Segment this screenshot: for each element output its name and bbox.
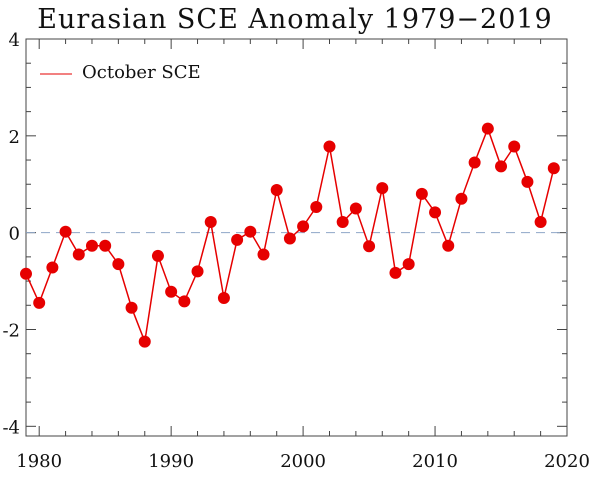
y-tick-label: 0	[9, 224, 20, 245]
x-axis: 1980 1990 2000 2010 2020	[16, 39, 590, 472]
data-point	[270, 184, 283, 197]
data-point	[85, 239, 98, 252]
data-point	[442, 239, 455, 252]
data-point	[495, 160, 508, 173]
data-point	[165, 285, 178, 298]
data-point	[415, 187, 428, 200]
y-tick-label: 2	[9, 127, 20, 148]
data-point	[376, 182, 389, 195]
x-tick-label: 2000	[280, 451, 326, 472]
data-point	[521, 175, 534, 188]
data-point	[99, 239, 112, 252]
data-point	[336, 216, 349, 229]
data-point	[112, 258, 125, 271]
data-point	[547, 162, 560, 175]
y-tick-label: -4	[2, 417, 20, 438]
data-point	[297, 220, 310, 233]
data-point	[125, 301, 138, 314]
data-point	[402, 258, 415, 271]
x-tick-label: 2020	[544, 451, 590, 472]
y-axis: -4 -2 0 2 4	[2, 30, 567, 438]
data-point	[310, 200, 323, 213]
x-tick-label: 1980	[16, 451, 62, 472]
data-point	[389, 266, 402, 279]
data-point	[178, 295, 191, 308]
data-point	[481, 122, 494, 135]
plot-frame	[25, 38, 568, 437]
x-tick-label: 1990	[148, 451, 194, 472]
x-tick-label: 2010	[412, 451, 458, 472]
data-point	[20, 267, 32, 280]
y-tick-label: -2	[2, 320, 20, 341]
legend: October SCE	[40, 62, 201, 83]
series-points-october-sce	[20, 122, 560, 348]
data-point	[468, 156, 481, 169]
data-point	[534, 216, 547, 229]
data-point	[283, 232, 296, 245]
data-point	[455, 192, 468, 205]
data-point	[231, 233, 244, 246]
data-point	[138, 335, 151, 348]
data-point	[349, 202, 362, 215]
data-point	[508, 140, 521, 153]
data-point	[59, 225, 72, 238]
data-point	[151, 249, 164, 262]
data-point	[72, 248, 85, 261]
data-point	[429, 206, 442, 219]
data-point	[323, 140, 336, 153]
data-point	[191, 265, 204, 278]
data-point	[244, 225, 257, 238]
data-point	[363, 240, 376, 253]
data-point	[257, 248, 270, 261]
chart-title: Eurasian SCE Anomaly 1979−2019	[37, 4, 552, 35]
y-tick-label: 4	[9, 30, 20, 51]
data-point	[204, 216, 217, 229]
data-point	[46, 261, 59, 274]
data-point	[217, 292, 230, 305]
legend-label-october-sce: October SCE	[82, 62, 201, 83]
data-point	[33, 296, 46, 309]
